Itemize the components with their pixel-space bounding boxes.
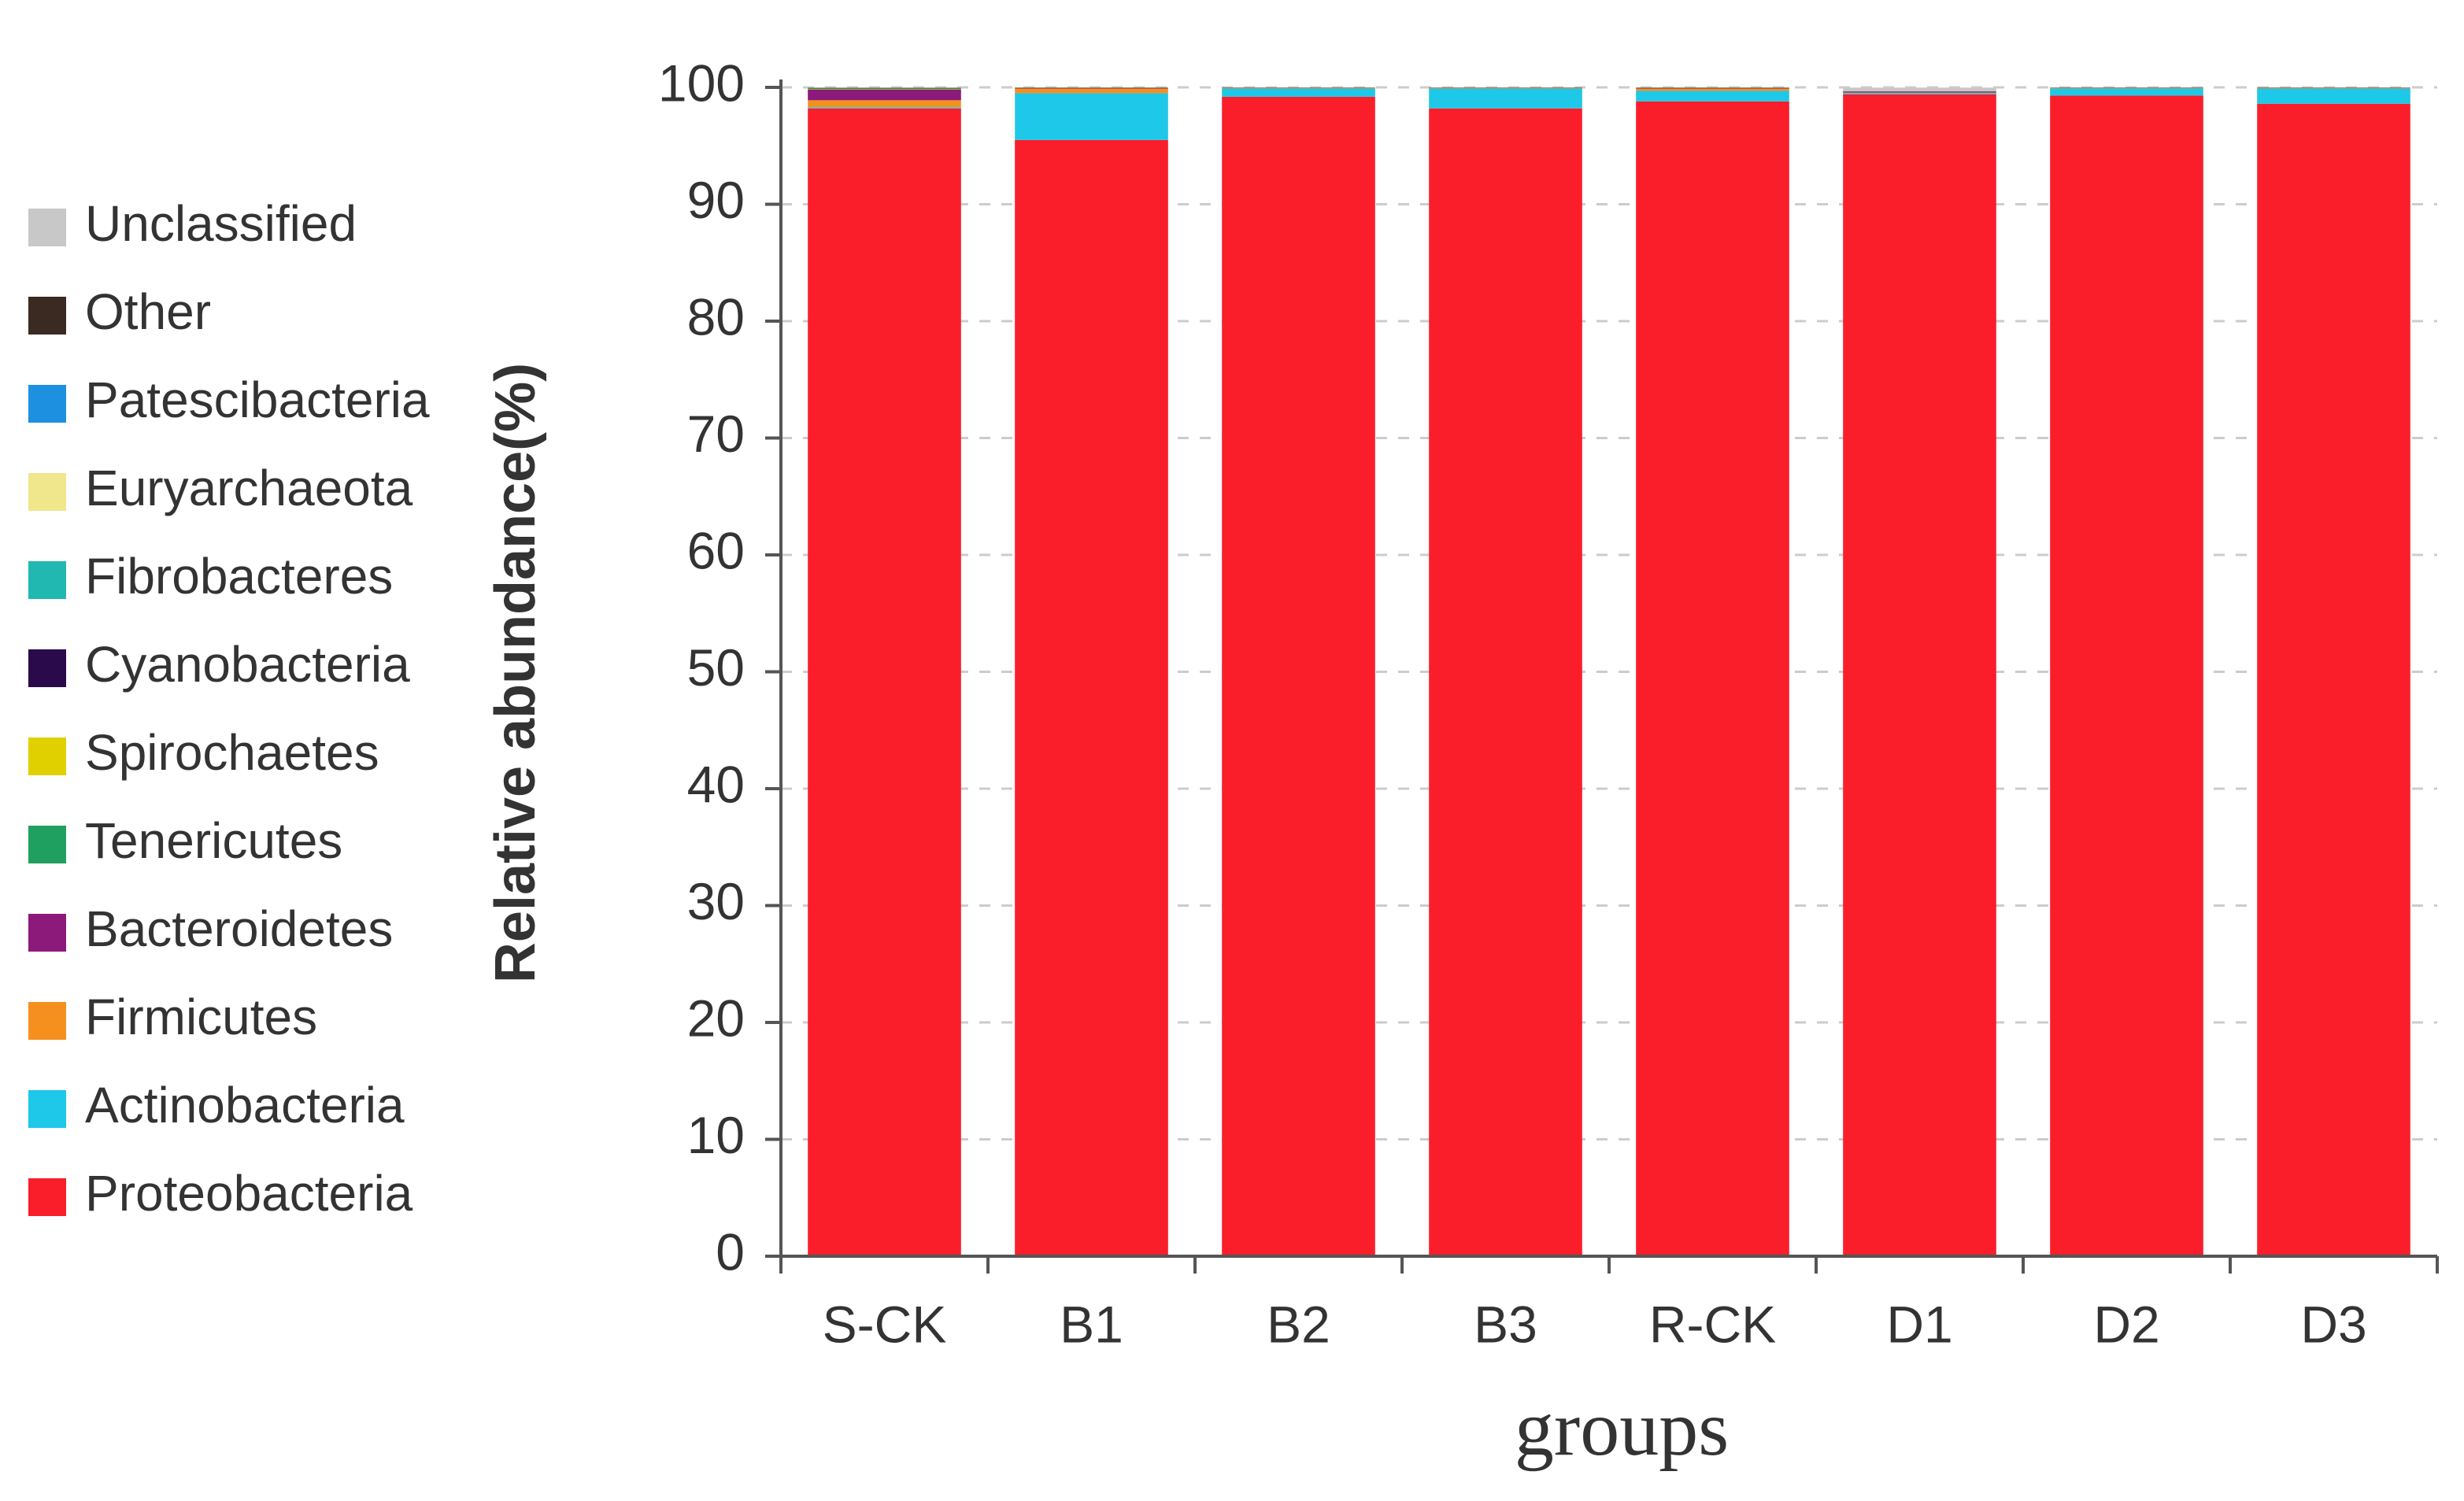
y-tick-label: 30 [687, 872, 745, 930]
legend-swatch [28, 826, 66, 863]
legend-label: Spirochaetes [85, 724, 379, 781]
bar-segment [1843, 92, 1996, 94]
legend-swatch [28, 649, 66, 687]
bar-segment [808, 87, 961, 89]
y-tick-label: 90 [687, 171, 745, 229]
y-tick-label: 20 [687, 989, 745, 1047]
bar-segment [1429, 87, 1582, 89]
bar-segment [1636, 91, 1789, 102]
x-tick-label: S-CK [823, 1295, 947, 1353]
legend-label: Other [85, 283, 211, 340]
bar-segment [2050, 87, 2203, 89]
bar-segment [1636, 87, 1789, 89]
bar-segment [2257, 87, 2410, 89]
y-tick-label: 0 [716, 1222, 745, 1281]
bar-segment [808, 89, 961, 90]
legend-label: Proteobacteria [85, 1165, 413, 1222]
x-tick-label: D3 [2300, 1295, 2366, 1353]
legend-label: Tenericutes [85, 812, 342, 869]
legend-label: Firmicutes [85, 989, 317, 1045]
bar-segment [1015, 139, 1168, 1257]
bar-segment [808, 100, 961, 108]
legend-swatch [28, 914, 66, 952]
legend-label: Actinobacteria [85, 1077, 405, 1133]
y-tick-label: 70 [687, 405, 745, 463]
bar-segment [1222, 88, 1375, 97]
bar-segment [1222, 96, 1375, 1256]
x-tick-label: B3 [1474, 1295, 1537, 1353]
legend-swatch [28, 297, 66, 335]
x-tick-label: R-CK [1649, 1295, 1776, 1353]
legend-label: Euryarchaeota [85, 460, 413, 516]
bar-segment [1015, 93, 1168, 140]
bar-segment [1222, 87, 1375, 89]
bar-segment [2050, 88, 2203, 96]
bar-segment [1636, 88, 1789, 91]
bar-segment [1636, 101, 1789, 1256]
bar-segment [808, 107, 961, 109]
bar-segment [2050, 95, 2203, 1256]
bar-segment [808, 108, 961, 1257]
y-tick-label: 50 [687, 638, 745, 697]
y-axis-title: Relative abundance(%) [484, 363, 547, 983]
legend-label: Fibrobacteres [85, 548, 393, 604]
legend-label: Bacteroidetes [85, 900, 393, 957]
bar-segment [1015, 87, 1168, 89]
x-tick-label: D2 [2093, 1295, 2159, 1353]
bar-segment [1429, 108, 1582, 1257]
x-tick-label: B1 [1060, 1295, 1123, 1353]
y-tick-label: 60 [687, 521, 745, 579]
legend-swatch [28, 1178, 66, 1216]
bar-segment [1429, 88, 1582, 109]
legend-label: Patescibacteria [85, 372, 430, 428]
bar-segment [1843, 94, 1996, 1256]
y-tick-label: 10 [687, 1106, 745, 1164]
bar-segment [2257, 88, 2410, 104]
y-tick-label: 100 [658, 54, 745, 112]
x-tick-label: B2 [1267, 1295, 1330, 1353]
x-axis-title: groups [1515, 1385, 1729, 1472]
x-tick-label: D1 [1886, 1295, 1952, 1353]
y-tick-label: 80 [687, 287, 745, 346]
legend-swatch [28, 473, 66, 511]
bar-segment [2257, 103, 2410, 1256]
legend-swatch [28, 738, 66, 775]
bar-segment [1843, 93, 1996, 94]
bar-segment [1843, 87, 1996, 91]
y-tick-label: 40 [687, 755, 745, 813]
legend-label: Cyanobacteria [85, 636, 410, 693]
legend-swatch [28, 1090, 66, 1128]
legend-swatch [28, 385, 66, 423]
bar-segment [808, 89, 961, 101]
legend-swatch [28, 561, 66, 599]
legend-swatch [28, 209, 66, 246]
legend-label: Unclassified [85, 195, 357, 252]
bar-segment [1843, 91, 1996, 93]
legend-swatch [28, 1002, 66, 1040]
bar-segment [1015, 88, 1168, 94]
bar-segment [808, 88, 961, 90]
